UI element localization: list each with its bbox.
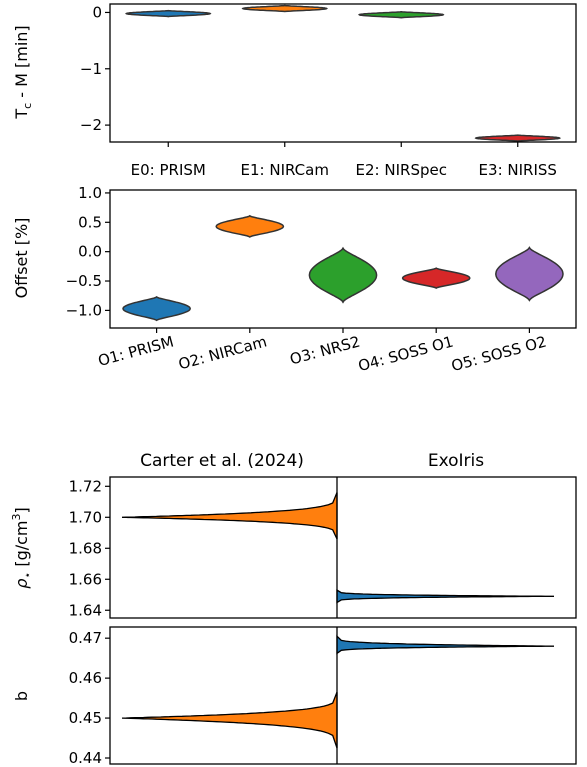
timing-ytick-label: 0 [92,3,102,21]
b-frame [109,626,577,765]
b-ytick-label: 0.44 [69,749,102,767]
rho-ytick-label: 1.64 [69,601,102,619]
timing-violins [125,4,561,142]
offset-violin-o3-nrs2 [308,246,378,304]
rho-half-violin-carter-et-al-2024 [121,492,338,540]
offset-ytick-label: −1.0 [66,301,102,319]
rho-ytick-label: 1.70 [69,508,102,526]
offset-xtick-label: O4: SOSS O1 [356,332,455,375]
b-half-violins [121,634,555,749]
rho-frame [109,476,577,619]
b-ytick-label: 0.47 [69,629,102,647]
rho-yticks: 1.72 1.70 1.68 1.66 1.64 [69,477,110,619]
offset-ytick-label: 0.0 [78,243,102,261]
b-half-violin-carter-et-al-2024 [121,691,338,749]
offset-violin-o4-soss-o1 [401,267,471,289]
b-ytick-label: 0.45 [69,709,102,727]
timing-violin-e1-nircam [241,4,328,13]
timing-yticks: 0 −1 −2 [80,3,110,134]
column-title-carter: Carter et al. (2024) [140,451,304,471]
timing-xtick-label: E0: PRISM [131,161,206,179]
timing-xtick-label: E3: NIRISS [479,161,557,179]
offset-ytick-label: −0.5 [66,272,102,290]
b-yticks: 0.47 0.46 0.45 0.44 [69,629,110,767]
offset-ylabel: Offset [%] [12,218,31,299]
timing-frame [109,3,577,143]
offset-violins [122,214,564,322]
b-panel: b 0.47 0.46 0.45 0.44 [12,626,577,767]
column-title-exoiris: ExoIris [428,451,484,471]
timing-ytick-label: −1 [80,60,102,78]
offset-xtick-label: O5: SOSS O2 [449,332,548,375]
timing-xtick-label: E1: NIRCam [241,161,329,179]
offset-ytick-label: 0.5 [78,213,102,231]
offset-xtick-label: O1: PRISM [96,332,176,369]
offset-yticks: 1.0 0.5 0.0 −0.5 −1.0 [66,184,110,319]
b-half-violin-exoiris [336,634,555,655]
rho-panel: ρ⋆ [g/cm3] 1.72 1.70 1.68 1.66 1.64 [10,476,577,619]
timing-xticks: E0: PRISM E1: NIRCam E2: NIRSpec E3: NIRISS [131,142,557,179]
b-ylabel: b [12,691,31,701]
timing-ytick-label: −2 [80,116,102,134]
offset-frame [109,189,577,329]
timing-violin-e3-niriss [474,134,561,142]
timing-violin-e0-prism [125,9,212,18]
offset-panel: Offset [%] 1.0 0.5 0.0 −0.5 −1.0 O1: PRISM O2… [12,184,577,375]
rho-ytick-label: 1.66 [69,570,102,588]
rho-ytick-label: 1.68 [69,539,102,557]
b-ytick-label: 0.46 [69,669,102,687]
offset-violin-o1-prism [122,295,191,322]
rho-half-violin-exoiris [336,588,554,604]
timing-panel: Tc - M [min] 0 −1 −2 E0: PRISM E1: NIRCam E2… [12,3,577,179]
rho-ylabel: ρ⋆ [g/cm3] [10,507,34,589]
offset-violin-o2-nircam [215,214,285,238]
rho-half-violins [121,492,554,604]
timing-xtick-label: E2: NIRSpec [356,161,447,179]
rho-ytick-label: 1.72 [69,477,102,495]
timing-ylabel: Tc - M [min] [12,25,34,119]
offset-ytick-label: 1.0 [78,184,102,202]
timing-violin-e2-nirspec [358,10,445,19]
offset-violin-o5-soss-o2 [495,246,564,302]
offset-xtick-label: O3: NRS2 [288,332,362,368]
offset-xtick-label: O2: NIRCam [176,332,268,373]
